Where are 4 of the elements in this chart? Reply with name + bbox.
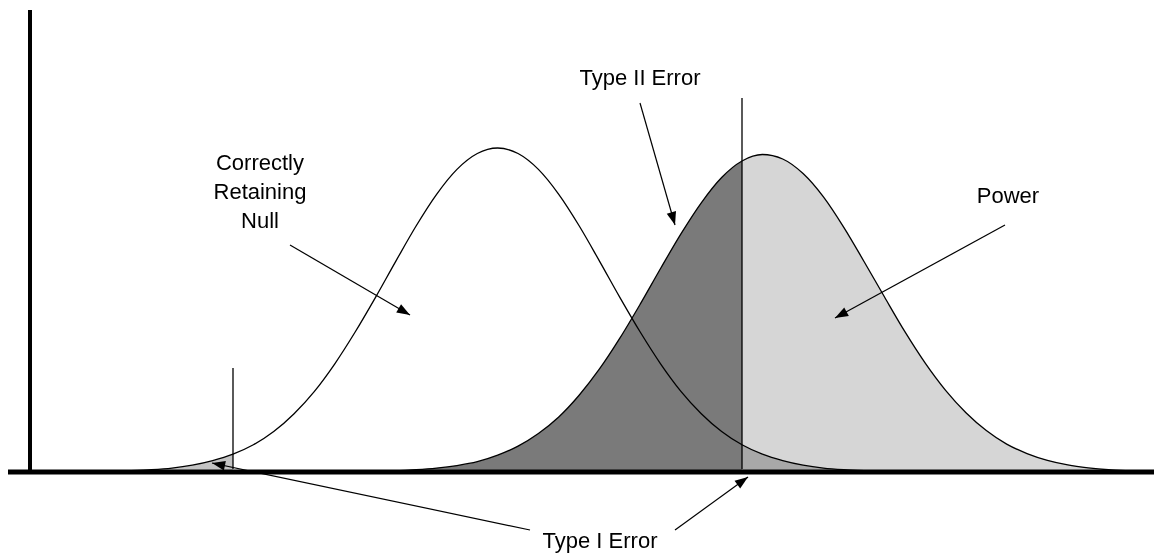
text: Type I Error — [542, 528, 658, 553]
annotation: Correctly Retaining Null — [213, 150, 307, 233]
annotation: Power — [976, 183, 1040, 208]
text: Type II Error — [579, 65, 701, 90]
